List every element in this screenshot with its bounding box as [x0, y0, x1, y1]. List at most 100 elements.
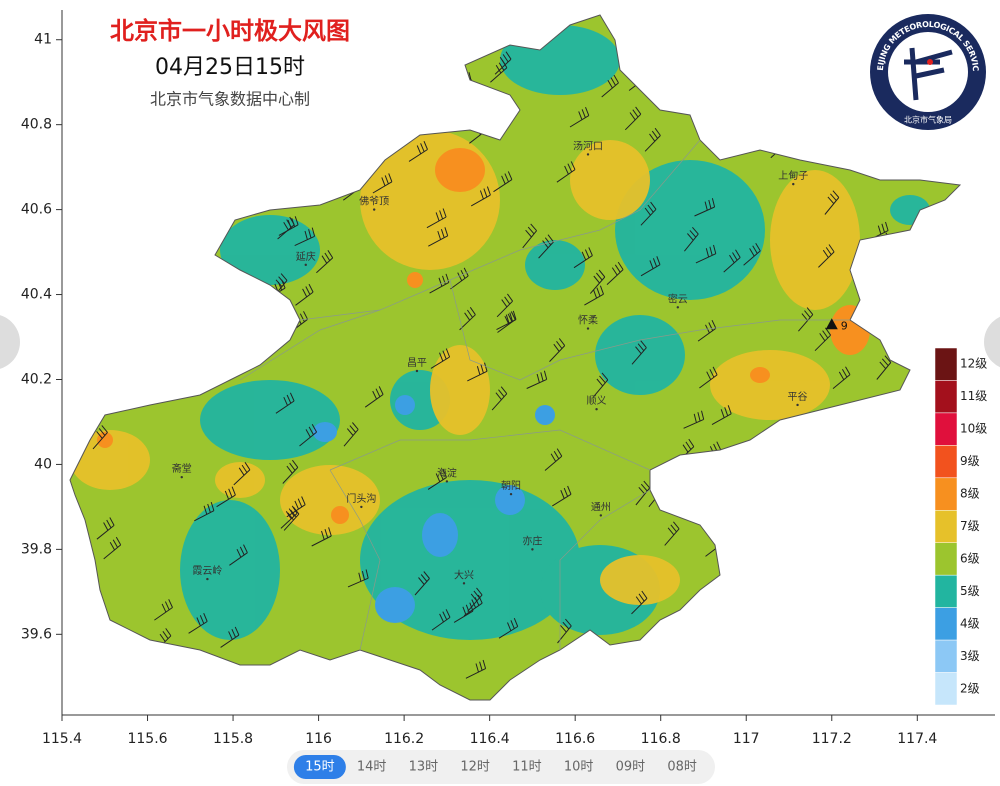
wind-barb	[384, 72, 405, 92]
tab[interactable]: 12时	[460, 760, 490, 775]
wind-barb	[162, 248, 178, 274]
place-dot	[599, 514, 603, 517]
wind-barb	[497, 311, 516, 333]
wind-barb	[631, 340, 647, 365]
nav-right[interactable]	[984, 314, 1000, 370]
place-dot	[180, 475, 183, 479]
wind-barb	[188, 315, 210, 334]
wind-barb	[868, 221, 889, 241]
wind-barb	[295, 283, 314, 306]
wind-barb	[526, 370, 548, 389]
wind-barb	[233, 462, 251, 486]
tab[interactable]: 09时	[616, 760, 646, 775]
wind-barb	[686, 86, 705, 109]
wind-barb	[431, 609, 451, 631]
x-tick-label: 116.2	[384, 731, 424, 747]
place-dot	[792, 182, 795, 186]
wind-barb	[883, 633, 905, 653]
place-label: 顺义	[587, 395, 607, 407]
tab[interactable]: 11时	[512, 760, 542, 775]
x-tick-label: 116.8	[641, 731, 681, 747]
place-label: 密云	[668, 292, 688, 305]
wind-barb	[901, 440, 922, 460]
wind-barb	[901, 451, 918, 476]
wind-barb	[467, 362, 488, 382]
wind-barb	[414, 571, 430, 596]
wind-barb	[96, 517, 115, 540]
tab[interactable]: 08时	[667, 760, 697, 775]
x-tick-label: 115.6	[127, 731, 167, 747]
wind-barb	[905, 580, 926, 601]
place-label: 平谷	[788, 391, 808, 403]
place-dot	[586, 327, 590, 330]
legend-label: 4级	[960, 616, 980, 630]
x-tick-label: 116.6	[555, 731, 595, 747]
tab-active-bg	[293, 755, 346, 779]
wind-barb	[427, 468, 447, 490]
x-tick-label: 117	[733, 731, 760, 747]
station-label: 9	[841, 319, 848, 332]
wind-barb	[710, 61, 729, 85]
wind-barb	[490, 59, 508, 83]
wind-barb	[450, 267, 469, 290]
tab-bar	[287, 750, 715, 784]
wind-barb	[684, 226, 699, 252]
tab[interactable]: 10时	[564, 760, 594, 775]
wind-barb	[697, 319, 717, 342]
tab[interactable]: 14时	[357, 760, 387, 775]
tab[interactable]: 15时	[305, 760, 335, 775]
wind-barb	[897, 310, 915, 335]
wind-barb	[694, 198, 716, 217]
wind-barb	[743, 242, 761, 266]
wind-barb	[428, 227, 449, 247]
wind-barb	[470, 186, 491, 207]
y-tick-label: 39.8	[21, 541, 52, 557]
wind-barb	[132, 261, 151, 284]
wind-barb	[827, 87, 846, 110]
wind-barb	[639, 655, 660, 675]
wind-barb	[311, 527, 332, 547]
legend-label: 5级	[960, 584, 980, 598]
wind-barb	[544, 448, 563, 471]
place-label: 门头沟	[346, 492, 376, 505]
wind-barb	[699, 366, 718, 389]
wind-barb	[280, 505, 298, 529]
legend-label: 12级	[960, 357, 987, 371]
wind-barb	[474, 103, 495, 124]
wind-barb	[802, 447, 817, 473]
legend-label: 10级	[960, 422, 987, 436]
wind-barb	[159, 125, 178, 149]
wind-barb	[163, 359, 181, 384]
wind-barb	[299, 424, 318, 447]
place-dot	[304, 263, 307, 267]
wind-barb	[883, 606, 900, 631]
wind-barb	[372, 173, 393, 194]
wind-barb	[92, 425, 108, 450]
tab[interactable]: 13时	[409, 760, 439, 775]
legend-swatch	[934, 542, 958, 576]
place-label: 怀柔	[578, 315, 598, 327]
place-label: 通州	[591, 501, 611, 513]
wind-barb	[465, 659, 487, 679]
wind-barb	[593, 372, 609, 397]
legend-swatch	[934, 607, 958, 641]
x-tick-label: 116.4	[470, 731, 510, 747]
wind-barb	[635, 480, 651, 506]
wind-barb	[229, 544, 248, 566]
wind-barb	[601, 74, 619, 98]
legend-swatch	[934, 347, 958, 381]
wind-barb	[498, 618, 519, 639]
place-dot	[586, 153, 590, 156]
wind-barb	[833, 413, 852, 436]
wind-barb	[109, 231, 127, 254]
wind-barb	[136, 187, 155, 210]
wind-barb	[201, 124, 217, 149]
place-dot	[206, 577, 209, 581]
axes: 39.6 39.8 40 40.2 40.4 40.6 40.8 41 115.4 115.6 11…	[21, 10, 995, 747]
wind-barb	[496, 293, 514, 318]
legend-label: 6级	[960, 551, 980, 565]
nav-left[interactable]	[0, 314, 20, 370]
credit: 北京市气象数据中心制	[150, 90, 310, 109]
title: 北京市一小时极大风图	[110, 17, 350, 45]
